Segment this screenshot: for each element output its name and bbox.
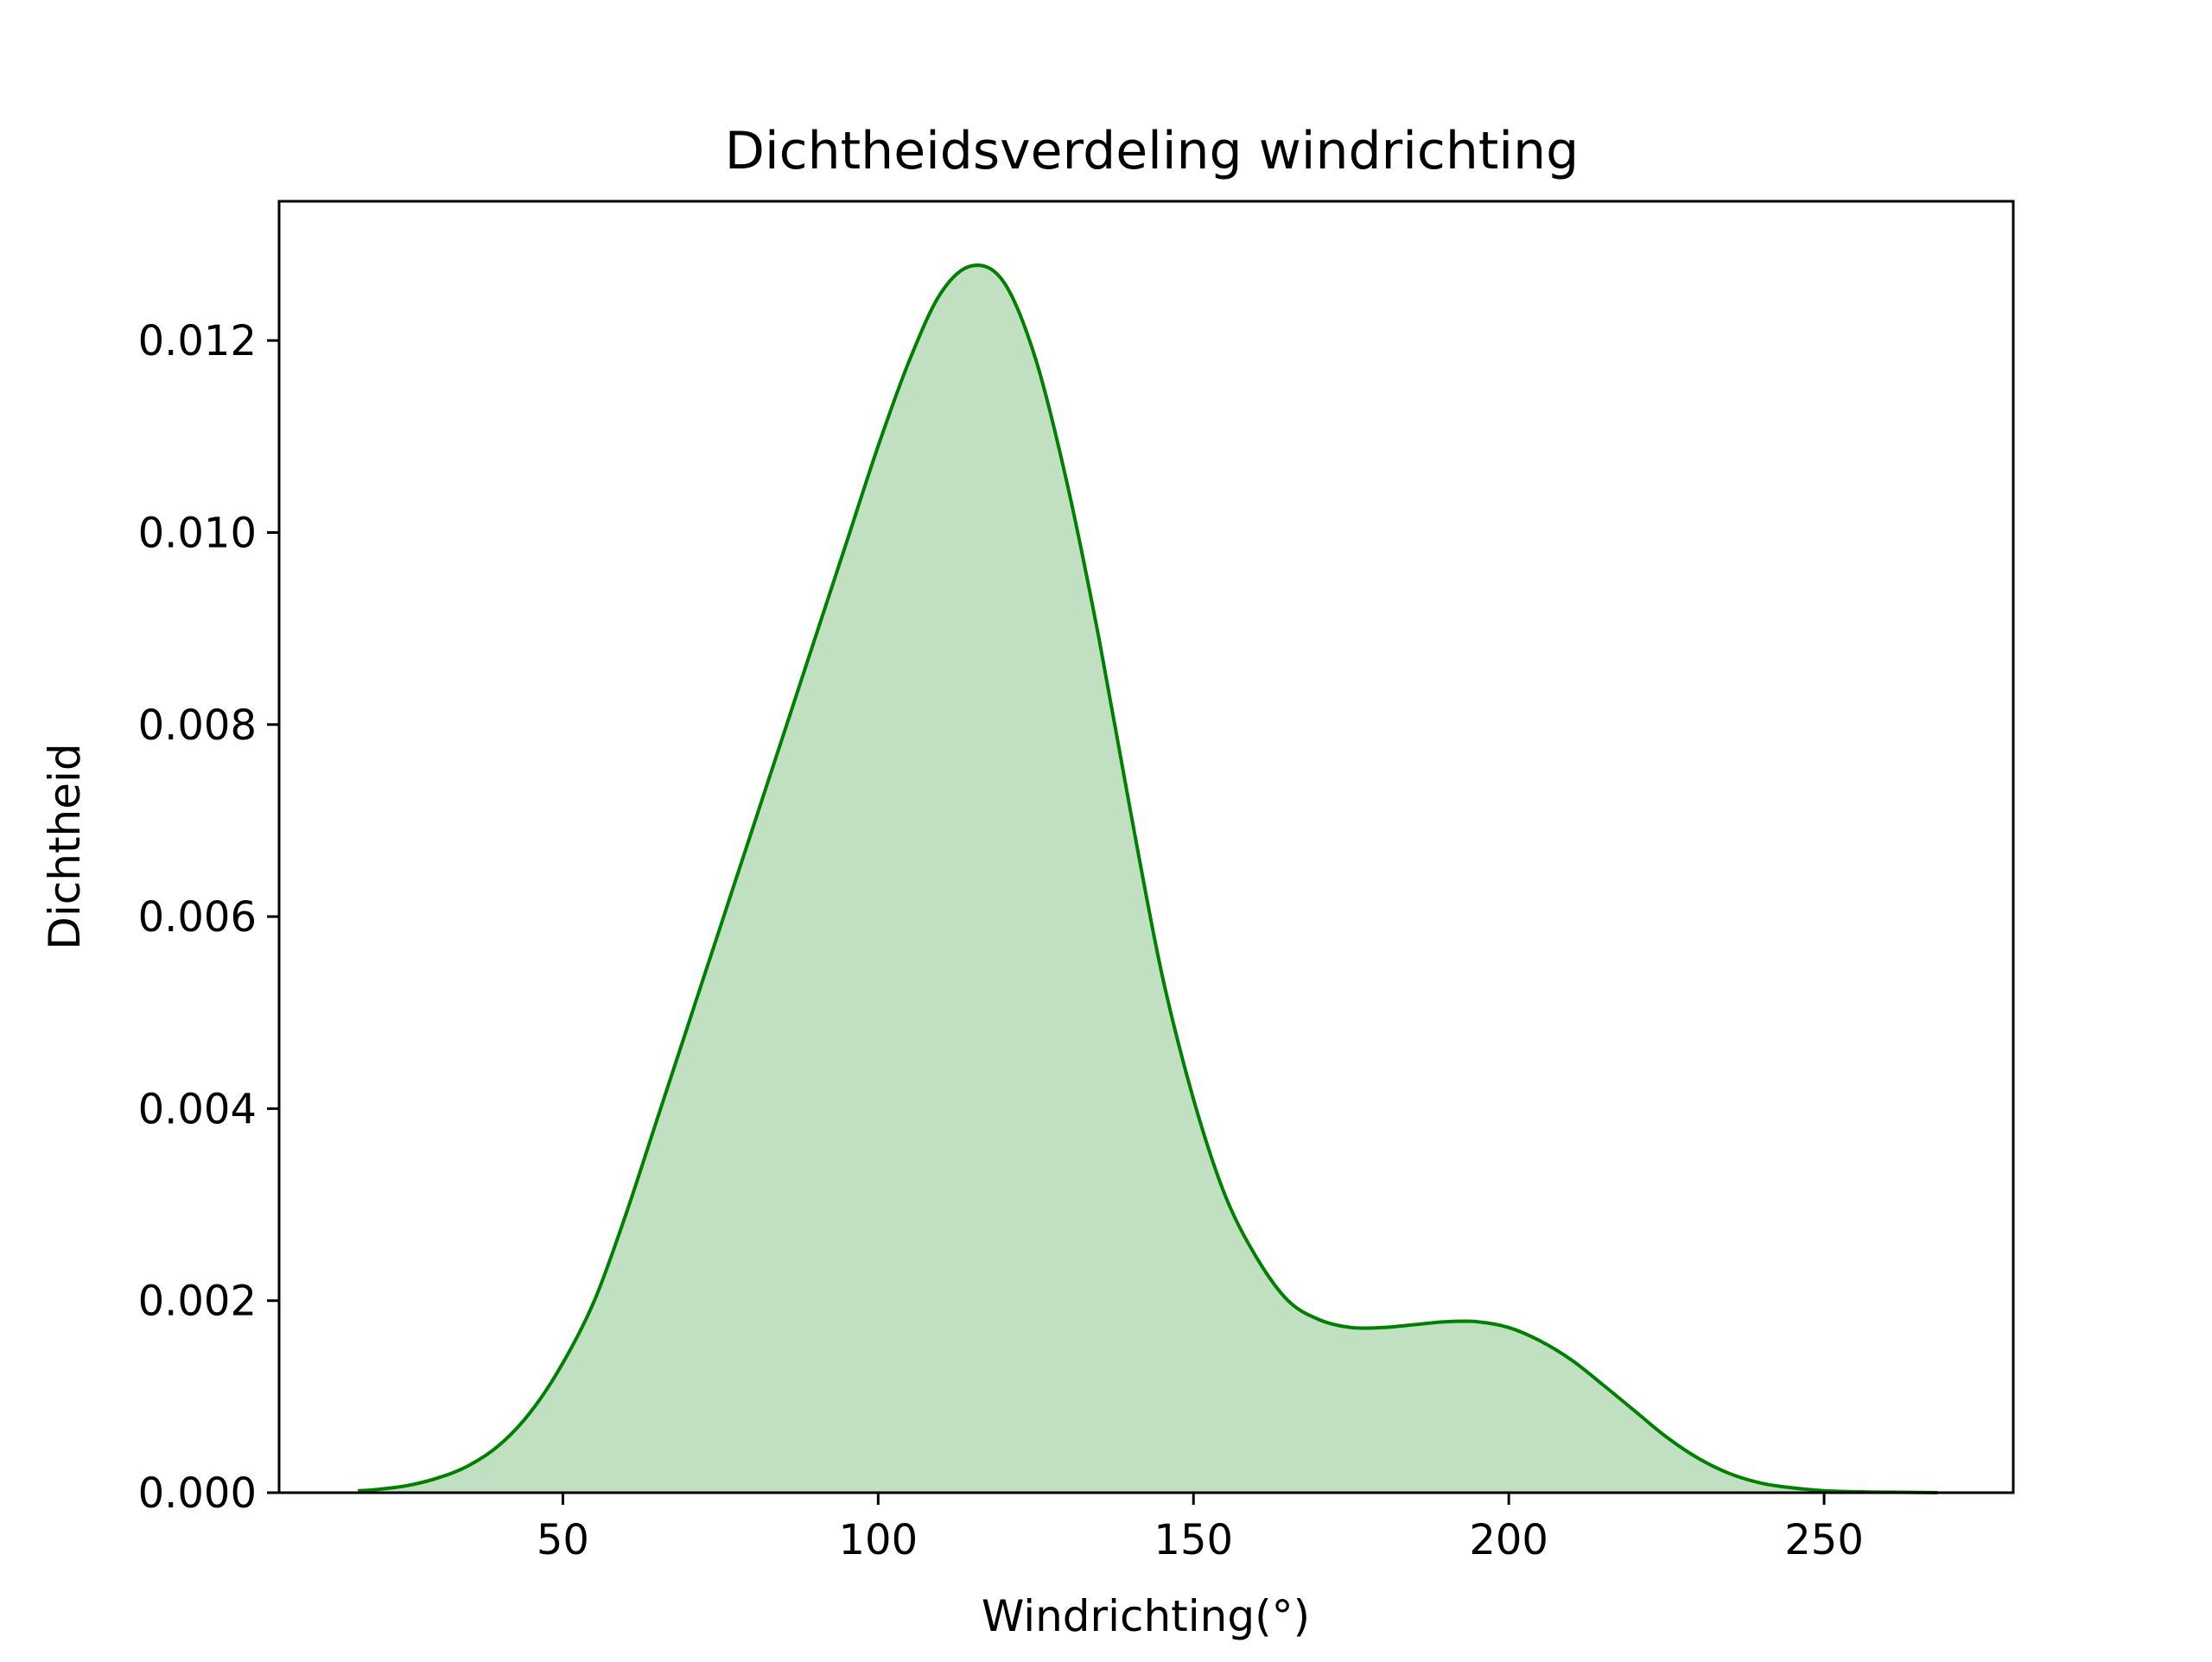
y-tick-label: 0.012 bbox=[138, 317, 257, 365]
y-tick-label: 0.010 bbox=[138, 509, 257, 557]
y-tick-label: 0.008 bbox=[138, 701, 257, 750]
plot-area bbox=[358, 265, 1937, 1493]
y-tick-label: 0.004 bbox=[138, 1085, 257, 1133]
y-axis-ticks: 0.000 0.002 0.004 0.006 0.008 0.010 0.012 bbox=[138, 317, 279, 1518]
x-tick-label: 150 bbox=[1154, 1516, 1233, 1564]
x-tick-label: 100 bbox=[839, 1516, 918, 1564]
x-axis-label: Windrichting(°) bbox=[982, 1591, 1310, 1641]
y-tick-label: 0.006 bbox=[138, 893, 257, 942]
x-tick-label: 50 bbox=[537, 1516, 589, 1564]
chart-title: Dichtheidsverdeling windrichting bbox=[725, 121, 1579, 181]
density-area-fill bbox=[358, 265, 1937, 1493]
y-tick-label: 0.002 bbox=[138, 1278, 257, 1326]
y-axis-label: Dichtheid bbox=[40, 743, 90, 949]
x-tick-label: 200 bbox=[1469, 1516, 1548, 1564]
x-axis-ticks: 50 100 150 200 250 bbox=[537, 1493, 1864, 1564]
x-tick-label: 250 bbox=[1784, 1516, 1864, 1564]
y-tick-label: 0.000 bbox=[138, 1469, 257, 1518]
